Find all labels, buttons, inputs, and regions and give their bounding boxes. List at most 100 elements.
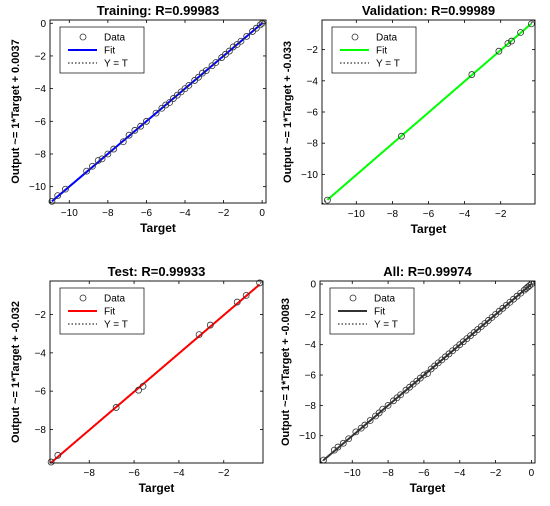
data-point bbox=[508, 37, 515, 45]
legend-data-label: Data bbox=[104, 294, 126, 305]
data-point bbox=[256, 21, 264, 29]
y-tick-label: −6 bbox=[307, 108, 319, 119]
data-point bbox=[424, 370, 431, 377]
data-point bbox=[366, 417, 374, 424]
data-point bbox=[131, 126, 139, 134]
panel-validation: −10 −8 −6 −4 −2 −10 −8 −6 −4 −2 Data Fit Y = T Valida… bbox=[282, 3, 536, 236]
data-point bbox=[94, 157, 102, 164]
data-point bbox=[242, 291, 250, 299]
x-tick-label: −4 bbox=[454, 468, 466, 479]
data-point bbox=[361, 421, 369, 429]
x-tick-label: −10 bbox=[61, 208, 78, 219]
x-tick-label: −2 bbox=[495, 209, 507, 220]
y-tick-label: −2 bbox=[307, 45, 319, 56]
y-tick-label: −6 bbox=[35, 117, 47, 128]
y-axis-label: Output ~= 1*Target + -0.033 bbox=[282, 41, 294, 183]
x-tick-label: −4 bbox=[459, 209, 471, 220]
y-tick-label: −8 bbox=[35, 149, 47, 160]
data-point bbox=[119, 138, 127, 146]
x-tick-label: −4 bbox=[173, 468, 185, 479]
legend-fit-label: Fit bbox=[374, 307, 385, 318]
data-point bbox=[198, 69, 206, 77]
x-axis-label: Target bbox=[140, 221, 176, 235]
data-point bbox=[112, 404, 120, 411]
data-point bbox=[83, 167, 91, 175]
data-point bbox=[375, 409, 383, 417]
data-point bbox=[334, 443, 342, 451]
data-point bbox=[324, 196, 331, 204]
data-point bbox=[212, 59, 220, 66]
data-point bbox=[468, 71, 476, 78]
data-point bbox=[139, 382, 147, 390]
data-point bbox=[206, 321, 214, 329]
data-point bbox=[110, 145, 118, 153]
data-point bbox=[152, 109, 160, 117]
x-tick-label: −6 bbox=[423, 209, 435, 220]
legend-identity-label: Y = T bbox=[374, 320, 398, 331]
y-tick-label: −10 bbox=[29, 182, 46, 193]
data-point bbox=[195, 331, 203, 339]
data-point bbox=[233, 298, 241, 306]
panel-test: −8 −6 −4 −2 −8 −6 −4 −2 Data Fit Y = T Test: R=0.99… bbox=[10, 264, 264, 495]
data-point bbox=[517, 29, 524, 36]
y-tick-label: 0 bbox=[310, 280, 316, 291]
y-tick-label: −8 bbox=[35, 425, 47, 436]
y-tick-label: −2 bbox=[35, 310, 47, 321]
x-axis-label: Target bbox=[139, 481, 175, 495]
chart-title: All: R=0.99974 bbox=[383, 264, 472, 279]
legend-identity-label: Y = T bbox=[376, 59, 400, 70]
legend-fit-label: Fit bbox=[104, 46, 115, 57]
legend-identity-label: Y = T bbox=[104, 320, 128, 331]
legend-data-marker bbox=[79, 33, 87, 41]
data-point bbox=[62, 185, 69, 193]
data-point bbox=[125, 131, 133, 139]
legend-fit-label: Fit bbox=[104, 307, 115, 318]
data-point bbox=[98, 155, 106, 163]
y-tick-label: −2 bbox=[35, 51, 47, 62]
data-point bbox=[137, 122, 145, 130]
panel-all: −10 −8 −6 −4 −2 0 −10 −8 −6 −4 −2 0 Data Fit Y = T All:… bbox=[280, 264, 536, 495]
y-tick-label: −6 bbox=[305, 371, 317, 382]
legend-fit-label: Fit bbox=[376, 46, 387, 57]
data-point bbox=[54, 192, 62, 200]
x-tick-label: −6 bbox=[141, 208, 153, 219]
y-axis-label: Output ~= 1*Target + -0.0083 bbox=[280, 298, 292, 446]
axes-frame bbox=[49, 280, 264, 464]
y-tick-label: −2 bbox=[305, 310, 317, 321]
data-point bbox=[48, 197, 56, 205]
x-tick-label: −8 bbox=[84, 468, 96, 479]
fit-line bbox=[326, 22, 533, 201]
data-point bbox=[398, 132, 405, 140]
y-tick-label: −4 bbox=[305, 340, 317, 351]
x-tick-label: −10 bbox=[348, 209, 365, 220]
data-point bbox=[237, 37, 245, 45]
data-point bbox=[345, 435, 353, 443]
x-tick-label: −2 bbox=[490, 468, 502, 479]
data-point bbox=[229, 43, 237, 51]
data-point bbox=[54, 451, 62, 459]
data-point bbox=[162, 101, 170, 109]
legend-data-label: Data bbox=[374, 294, 396, 305]
data-point bbox=[135, 386, 142, 394]
data-point bbox=[339, 439, 347, 447]
x-tick-label: −6 bbox=[128, 468, 140, 479]
y-tick-label: −4 bbox=[307, 76, 319, 87]
y-tick-label: −4 bbox=[35, 348, 47, 359]
y-tick-label: −4 bbox=[35, 84, 47, 95]
data-point bbox=[47, 458, 55, 466]
data-point bbox=[202, 67, 210, 75]
x-axis-label: Target bbox=[411, 222, 447, 236]
x-axis-label: Target bbox=[410, 481, 446, 495]
legend-identity-label: Y = T bbox=[104, 59, 128, 70]
data-point bbox=[185, 81, 193, 89]
legend-data-label: Data bbox=[104, 33, 126, 44]
data-point bbox=[195, 73, 202, 81]
x-tick-label: −8 bbox=[102, 208, 114, 219]
fit-line bbox=[50, 283, 261, 464]
legend-data-marker bbox=[349, 294, 357, 302]
data-point bbox=[143, 117, 150, 125]
x-tick-label: −2 bbox=[218, 468, 230, 479]
y-tick-label: −10 bbox=[301, 170, 318, 181]
data-point bbox=[89, 162, 96, 170]
